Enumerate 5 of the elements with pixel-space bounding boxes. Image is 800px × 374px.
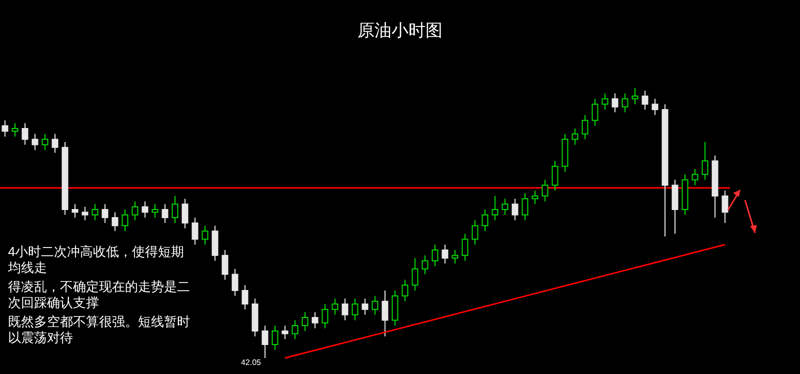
title: 原油小时图 xyxy=(358,21,442,40)
annotation: 42.05 xyxy=(240,358,261,367)
annotation: 4小时二次冲高收低，使得短期均线走 xyxy=(8,244,184,275)
annotation: 既然多空都不算很强。短线暂时以震荡对待 xyxy=(8,314,190,345)
annotation: 得凌乱，不确定现在的走势是二次回踩确认支撑 xyxy=(8,279,190,310)
